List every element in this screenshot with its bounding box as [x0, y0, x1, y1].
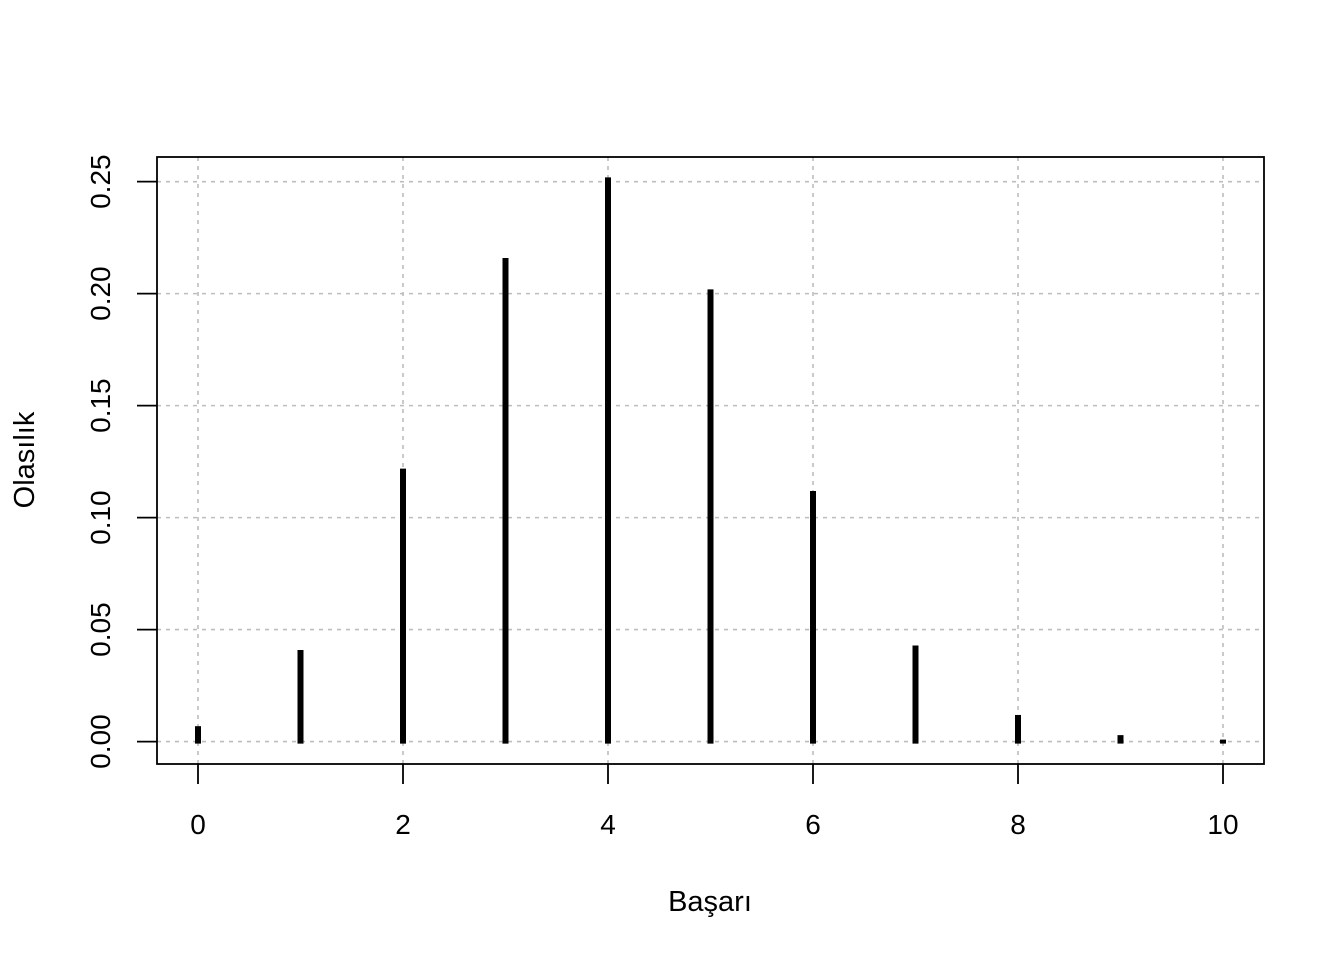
bar-layer [195, 177, 1226, 744]
plot-frame [156, 156, 1265, 765]
y-tick-label-0: 0.00 [85, 714, 116, 769]
x-tick-label-0: 0 [190, 809, 206, 840]
x-tick-label-8: 8 [1010, 809, 1026, 840]
x-tick-label-4: 4 [600, 809, 616, 840]
y-tick-label-3: 0.15 [85, 378, 116, 433]
y-tick-label-4: 0.20 [85, 266, 116, 321]
x-tick-label-2: 2 [395, 809, 411, 840]
x-axis-title: Başarı [668, 886, 752, 918]
y-axis: 0.00 0.05 0.10 0.15 0.20 0.25 [85, 154, 157, 769]
y-tick-label-1: 0.05 [85, 602, 116, 657]
x-tick-label-10: 10 [1207, 809, 1238, 840]
x-axis: 0 2 4 6 8 10 [190, 764, 1239, 840]
y-tick-label-2: 0.10 [85, 490, 116, 545]
y-axis-title: Olasılık [9, 411, 41, 508]
x-tick-label-6: 6 [805, 809, 821, 840]
y-tick-label-5: 0.25 [85, 154, 116, 209]
